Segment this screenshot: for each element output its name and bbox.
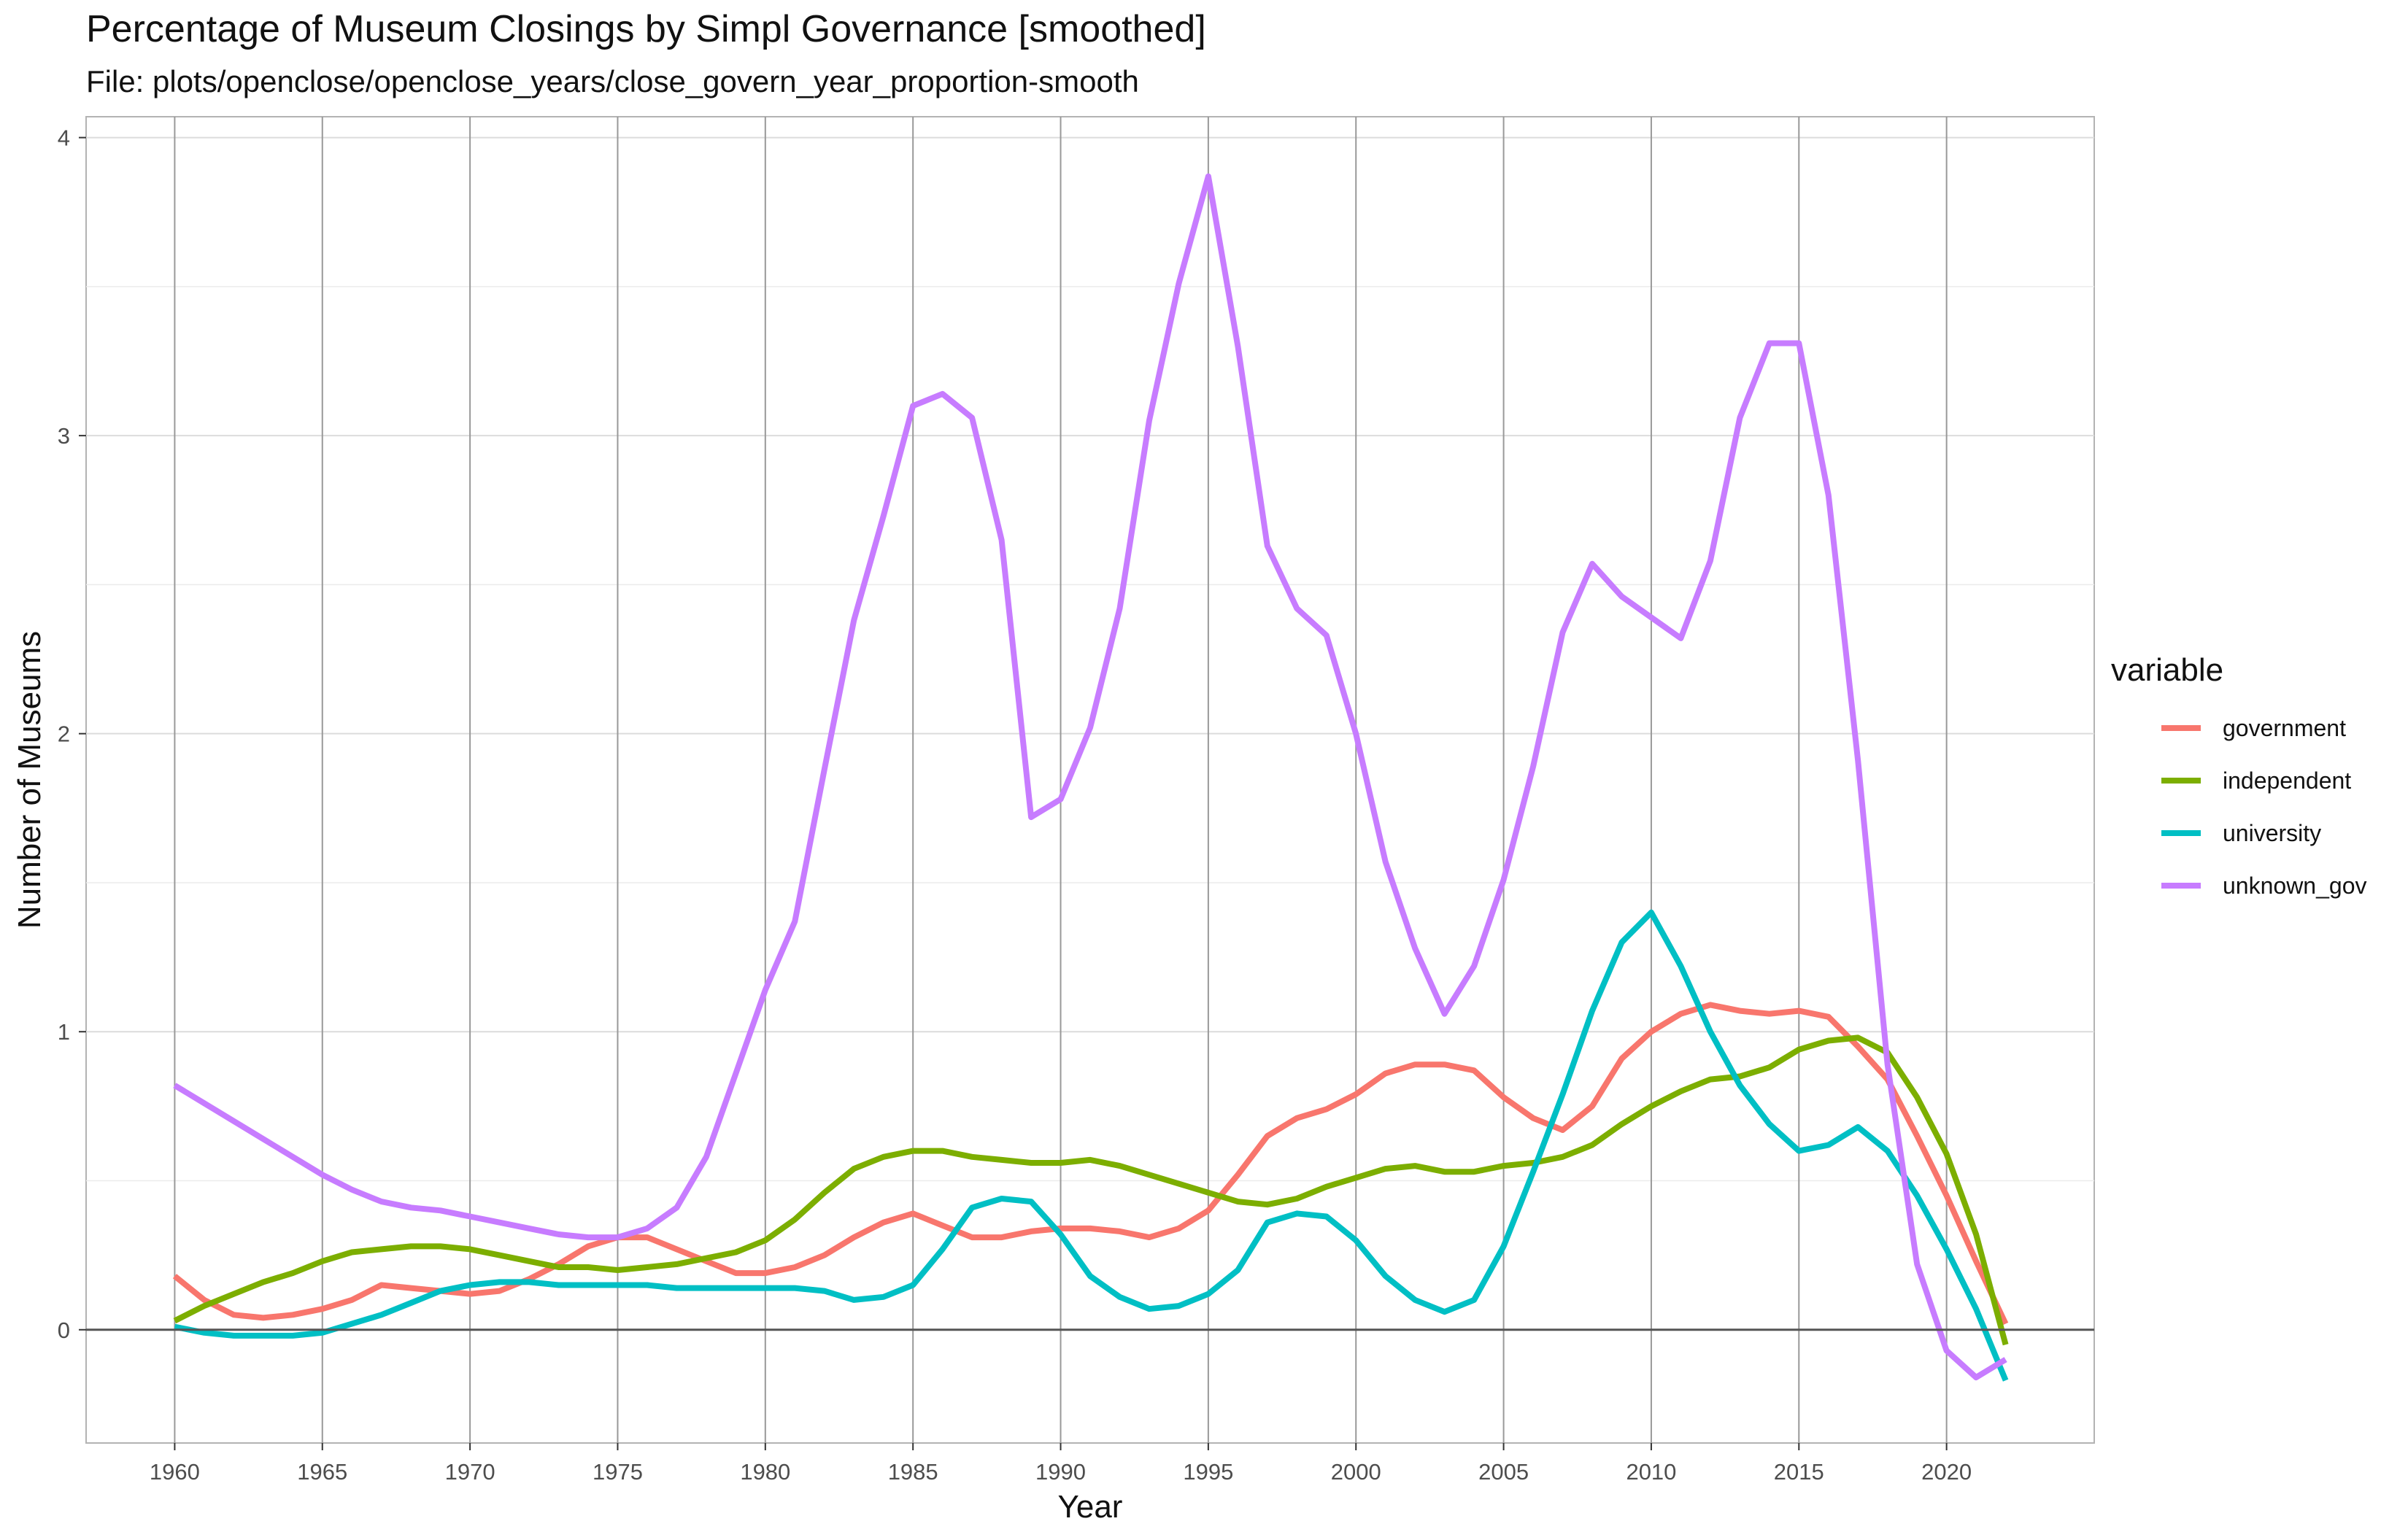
x-tick-label: 1975 xyxy=(593,1459,643,1485)
legend-label-university: university xyxy=(2223,820,2321,846)
chart-title: Percentage of Museum Closings by Simpl G… xyxy=(86,8,1206,50)
x-tick-label: 1970 xyxy=(445,1459,495,1485)
y-tick-label: 1 xyxy=(58,1019,70,1045)
x-tick-label: 1990 xyxy=(1035,1459,1086,1485)
series-line-unknown_gov xyxy=(173,173,2007,1381)
y-tick-label: 4 xyxy=(58,125,70,151)
x-tick-label: 2000 xyxy=(1331,1459,1381,1485)
y-tick-label: 2 xyxy=(58,721,70,747)
x-tick-label: 1980 xyxy=(740,1459,790,1485)
x-tick-label: 2020 xyxy=(1921,1459,1972,1485)
axes: 0 1 2 3 4 1960 1965 1970 1975 1980 1985 1990 1995 200… xyxy=(58,125,1972,1485)
y-tick-label: 3 xyxy=(58,423,70,449)
series-line-university xyxy=(174,909,2009,1382)
x-tick-label: 1965 xyxy=(297,1459,347,1485)
y-tick-label: 0 xyxy=(58,1318,70,1343)
legend-title: variable xyxy=(2111,652,2223,688)
y-axis-title: Number of Museums xyxy=(12,631,47,929)
x-tick-label: 2010 xyxy=(1626,1459,1676,1485)
grid xyxy=(85,116,2095,1444)
x-tick-label: 1995 xyxy=(1183,1459,1233,1485)
x-tick-label: 1960 xyxy=(150,1459,200,1485)
legend: variable government independent university… xyxy=(2111,652,2366,899)
legend-label-unknown_gov: unknown_gov xyxy=(2223,873,2366,899)
x-axis-title: Year xyxy=(1058,1489,1123,1525)
series-line-independent xyxy=(173,1034,2009,1346)
x-tick-label: 2005 xyxy=(1478,1459,1529,1485)
x-tick-label: 2015 xyxy=(1774,1459,1824,1485)
legend-label-independent: independent xyxy=(2223,767,2351,794)
x-tick-label: 1985 xyxy=(888,1459,938,1485)
legend-label-government: government xyxy=(2223,715,2346,741)
series-lines xyxy=(86,173,2094,1382)
plot-panel xyxy=(85,116,2095,1444)
chart-subtitle: File: plots/openclose/openclose_years/cl… xyxy=(86,64,1139,98)
